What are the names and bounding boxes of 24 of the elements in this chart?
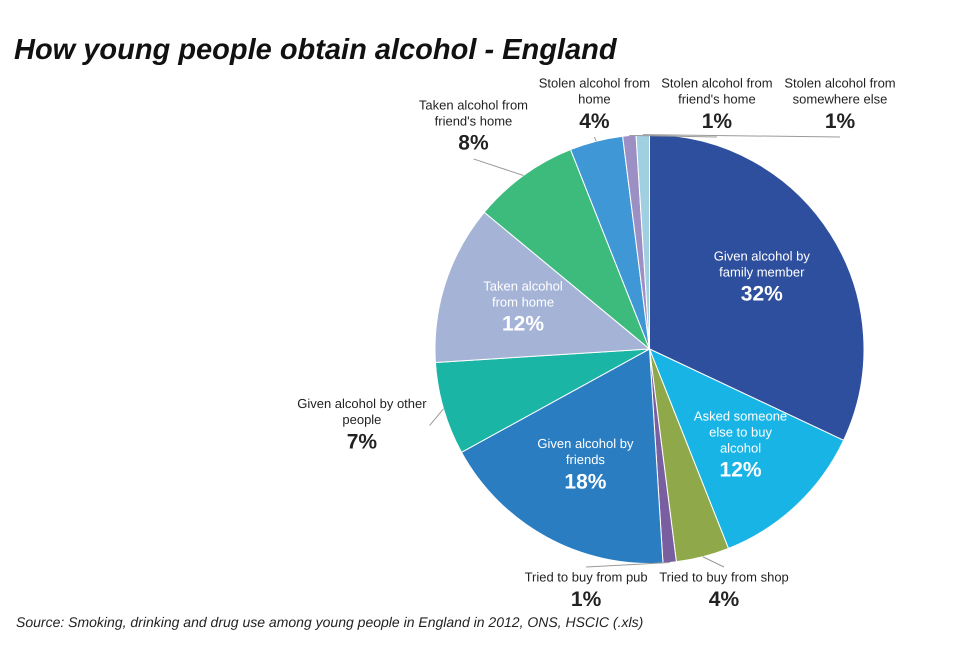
data-label: 12% — [720, 458, 762, 482]
slice-label: Taken alcohol from friend's home — [418, 98, 528, 129]
data-label: 4% — [708, 588, 740, 611]
slice-label: Stolen alcohol from home — [538, 76, 650, 107]
data-label: 7% — [346, 430, 378, 454]
slice-label: Tried to buy from shop — [659, 570, 789, 585]
data-label: 1% — [824, 110, 856, 133]
chart-title: How young people obtain alcohol - England — [14, 34, 618, 68]
data-label: 4% — [579, 110, 610, 133]
data-label: 8% — [458, 132, 489, 155]
source-note: Source: Smoking, drinking and drug use among young people in England in 2012, ONS, HSCIC (.xls) — [16, 614, 644, 630]
slice-label: Given alcohol by other people — [297, 396, 428, 428]
data-label: 1% — [570, 588, 602, 611]
slice-label: Asked someone else to buy alcohol — [694, 408, 788, 456]
slice-label: Given alcohol by friends — [537, 436, 634, 468]
slice-label: Tried to buy from pub — [524, 570, 648, 585]
slice-label: Stolen alcohol from friend's home — [661, 76, 773, 107]
slice-label: Stolen alcohol from somewhere else — [784, 76, 896, 107]
data-label: 12% — [502, 312, 544, 336]
data-label: 32% — [740, 282, 784, 306]
slice-label: Given alcohol by family member — [714, 248, 810, 280]
data-label: 18% — [564, 470, 607, 494]
data-label: 1% — [702, 110, 732, 133]
slice-label: Taken alcohol from home — [483, 278, 563, 310]
